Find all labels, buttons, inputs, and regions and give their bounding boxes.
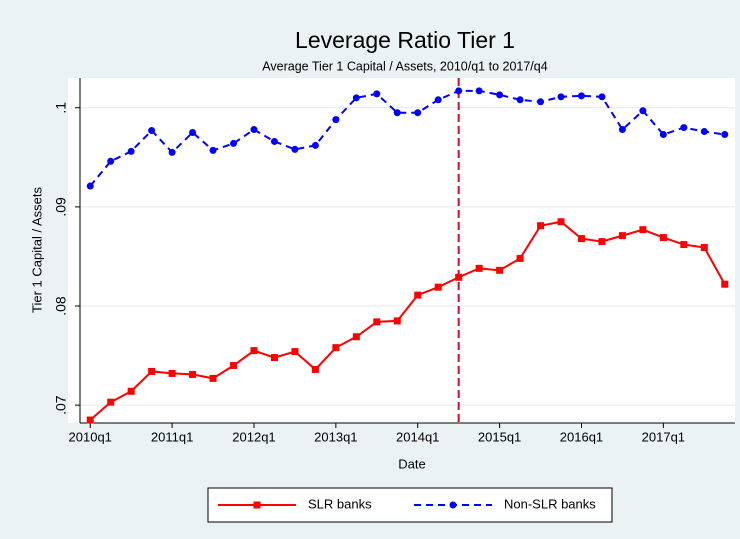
point [189, 370, 197, 378]
point [332, 344, 340, 352]
point [291, 348, 299, 356]
x-axis-title: Date [398, 456, 425, 471]
point [107, 398, 115, 406]
point [127, 387, 135, 395]
point [659, 234, 667, 242]
y-tick-label: .07 [53, 395, 69, 415]
point [148, 367, 156, 375]
legend-label: SLR banks [308, 496, 372, 511]
point [721, 131, 729, 139]
x-tick-label: 2017q1 [642, 429, 685, 444]
x-tick-label: 2015q1 [478, 429, 521, 444]
point [352, 94, 360, 102]
y-tick-label: .09 [53, 197, 69, 217]
point [721, 280, 729, 288]
point [270, 354, 278, 362]
y-tick-label: .1 [53, 102, 69, 114]
point [496, 266, 504, 274]
point [598, 93, 606, 101]
point [414, 109, 422, 117]
legend-marker [449, 501, 457, 509]
point [434, 96, 442, 104]
series-line [89, 89, 725, 187]
point [107, 157, 115, 165]
point [700, 128, 708, 136]
point [311, 365, 319, 373]
legend-label: Non-SLR banks [504, 496, 596, 511]
chart-subtitle: Average Tier 1 Capital / Assets, 2010/q1… [262, 59, 547, 73]
point [618, 126, 626, 134]
point [455, 87, 463, 95]
x-tick-label: 2010q1 [69, 429, 112, 444]
point [86, 182, 94, 190]
point [475, 87, 483, 95]
point [393, 109, 401, 117]
x-tick-label: 2012q1 [232, 429, 275, 444]
point [230, 362, 238, 369]
point [577, 235, 585, 243]
point [291, 145, 299, 153]
point [537, 98, 545, 106]
point [86, 416, 94, 424]
point [250, 126, 258, 134]
point [577, 92, 585, 100]
y-axis-title: Tier 1 Capital / Assets [29, 187, 44, 313]
point [639, 226, 647, 234]
point [516, 96, 524, 104]
x-tick-label: 2014q1 [396, 429, 439, 444]
point [598, 238, 606, 246]
point [639, 107, 647, 115]
point [680, 124, 688, 132]
point [393, 317, 401, 325]
point [189, 129, 197, 137]
point [373, 90, 381, 98]
point [270, 137, 278, 145]
point [209, 374, 217, 382]
point [148, 127, 156, 135]
point [311, 141, 319, 149]
point [352, 333, 360, 341]
point [700, 244, 708, 252]
point [557, 93, 565, 101]
chart-title: Leverage Ratio Tier 1 [295, 27, 515, 53]
point [496, 91, 504, 99]
x-tick-label: 2013q1 [314, 429, 357, 444]
point [332, 116, 340, 124]
point [209, 146, 217, 154]
point [557, 218, 565, 226]
point [680, 241, 688, 249]
point [250, 347, 258, 355]
point [373, 318, 381, 326]
point [516, 254, 524, 262]
point [455, 273, 463, 281]
point [618, 232, 626, 240]
point [414, 291, 422, 299]
x-tick-label: 2011q1 [151, 429, 193, 444]
legend-marker [253, 501, 261, 509]
point [230, 139, 238, 147]
point [475, 264, 483, 272]
y-tick-label: .08 [53, 296, 69, 316]
plot-area [68, 78, 735, 423]
point [127, 147, 135, 155]
point [168, 369, 176, 377]
x-tick-label: 2016q1 [560, 429, 603, 444]
point [168, 148, 176, 156]
point [537, 222, 545, 230]
point [434, 283, 442, 291]
point [659, 131, 667, 139]
